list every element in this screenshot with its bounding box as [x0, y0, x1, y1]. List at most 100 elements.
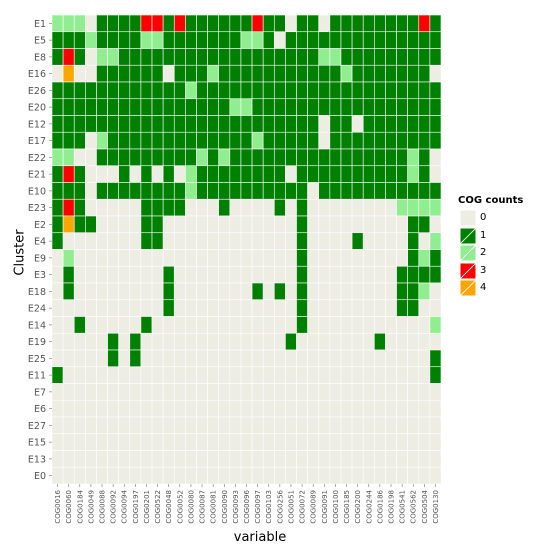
- heatmap-cell-E22-COG0016: [51, 148, 64, 167]
- heatmap-cell-E13-COG0081: [207, 450, 220, 468]
- heatmap-cell-E17-COG0185: [340, 131, 353, 150]
- heatmap-cell-E8-COG0186: [374, 48, 386, 66]
- heatmap-cell-E26-COG0198: [385, 81, 397, 100]
- heatmap-cell-E18-COG0562: [407, 282, 420, 301]
- heatmap-cell-E4-COG0051: [285, 232, 297, 250]
- heatmap-cell-E17-COG0087: [196, 131, 208, 150]
- heatmap-cell-E22-COG0200: [351, 148, 364, 167]
- heatmap-cell-E19-COG0016: [51, 332, 64, 351]
- heatmap-cell-E11-COG0184: [73, 366, 86, 384]
- heatmap-cell-E5-COG0186: [374, 31, 386, 49]
- heatmap-cell-E6-COG0184: [73, 399, 86, 418]
- heatmap-cell-E3-COG0051: [285, 265, 297, 284]
- heatmap-cell-E7-COG0091: [318, 383, 331, 401]
- heatmap-cell-E26-COG0094: [118, 81, 131, 100]
- x-tick-label: COG0072: [299, 490, 307, 524]
- heatmap-cell-E10-COG0096: [240, 182, 253, 200]
- heatmap-cell-E5-COG0089: [307, 31, 320, 49]
- heatmap-cell-E27-COG0089: [307, 416, 320, 435]
- heatmap-cell-E0-COG0090: [218, 466, 231, 485]
- heatmap-cell-E14-COG0185: [340, 316, 353, 334]
- heatmap-cell-E19-COG0522: [151, 332, 164, 351]
- y-tick-label: E26: [28, 86, 46, 97]
- heatmap-cell-E3-COG0080: [185, 265, 197, 284]
- heatmap-cell-E10-COG0049: [85, 182, 97, 200]
- heatmap-cell-E18-COG0097: [251, 282, 264, 301]
- heatmap-cell-E10-COG0244: [362, 182, 375, 200]
- heatmap-cell-E6-COG0186: [374, 399, 386, 418]
- heatmap-cell-E7-COG0130: [429, 383, 442, 401]
- heatmap-cell-E21-COG0088: [96, 165, 108, 183]
- heatmap-cell-E25-COG0197: [129, 349, 142, 368]
- heatmap-cell-E26-COG0184: [73, 81, 86, 100]
- heatmap-cell-E0-COG0060: [62, 466, 75, 485]
- heatmap-cell-E11-COG0201: [140, 366, 153, 384]
- heatmap-cell-E18-COG0090: [218, 282, 231, 301]
- heatmap-cell-E25-COG0256: [273, 349, 286, 368]
- heatmap-cell-E18-COG0094: [118, 282, 131, 301]
- heatmap-cell-E6-COG0090: [218, 399, 231, 418]
- heatmap-cell-E1-COG0091: [318, 14, 331, 33]
- heatmap-cell-E3-COG0048: [162, 265, 175, 284]
- heatmap-cell-E10-COG0103: [262, 182, 275, 200]
- heatmap-cell-E19-COG0244: [362, 332, 375, 351]
- heatmap-cell-E6-COG0049: [85, 399, 97, 418]
- heatmap-cell-E25-COG0200: [351, 349, 364, 368]
- heatmap-cell-E8-COG0072: [296, 48, 308, 66]
- y-tick-label: E14: [28, 320, 46, 331]
- heatmap-cell-E25-COG0562: [407, 349, 420, 368]
- heatmap-cell-E5-COG0185: [340, 31, 353, 49]
- heatmap-cell-E15-COG0016: [51, 433, 64, 451]
- heatmap-cell-E21-COG0186: [374, 165, 386, 183]
- heatmap-cell-E11-COG0103: [262, 366, 275, 384]
- heatmap-cell-E27-COG0130: [429, 416, 442, 435]
- heatmap-cell-E9-COG0090: [218, 249, 231, 267]
- heatmap-cell-E22-COG0186: [374, 148, 386, 167]
- heatmap-cell-E7-COG0052: [173, 383, 186, 401]
- heatmap-cell-E6-COG0201: [140, 399, 153, 418]
- heatmap-cell-E4-COG0080: [185, 232, 197, 250]
- heatmap-cell-E14-COG0522: [151, 316, 164, 334]
- heatmap-cell-E22-COG0051: [285, 148, 297, 167]
- heatmap-cell-E6-COG0198: [385, 399, 397, 418]
- heatmap-cell-E3-COG0185: [340, 265, 353, 284]
- heatmap-cell-E23-COG0184: [73, 198, 86, 217]
- heatmap-cell-E9-COG0130: [429, 249, 442, 267]
- heatmap-cell-E8-COG0089: [307, 48, 320, 66]
- heatmap-cell-E15-COG0090: [218, 433, 231, 451]
- heatmap-cell-E27-COG0200: [351, 416, 364, 435]
- heatmap-cell-E24-COG0562: [407, 299, 420, 317]
- heatmap-cell-E17-COG0103: [262, 131, 275, 150]
- heatmap-cell-E0-COG0198: [385, 466, 397, 485]
- heatmap-cell-E25-COG0080: [185, 349, 197, 368]
- heatmap-cell-E7-COG0186: [374, 383, 386, 401]
- heatmap-cells: [51, 14, 442, 485]
- heatmap-cell-E25-COG0185: [340, 349, 353, 368]
- heatmap-cell-E21-COG0049: [85, 165, 97, 183]
- heatmap-cell-E5-COG0522: [151, 31, 164, 49]
- heatmap-cell-E14-COG0081: [207, 316, 220, 334]
- heatmap-cell-E6-COG0088: [96, 399, 108, 418]
- x-tick-label: COG0016: [54, 489, 62, 523]
- heatmap-cell-E14-COG0016: [51, 316, 64, 334]
- heatmap-cell-E27-COG0087: [196, 416, 208, 435]
- heatmap-cell-E21-COG0562: [407, 165, 420, 183]
- heatmap-cell-E5-COG0048: [162, 31, 175, 49]
- heatmap-cell-E15-COG0060: [62, 433, 75, 451]
- heatmap-cell-E16-COG0130: [429, 64, 442, 83]
- heatmap-cell-E26-COG0504: [418, 81, 431, 100]
- heatmap-cell-E20-COG0048: [162, 98, 175, 116]
- heatmap-cell-E16-COG0089: [307, 64, 320, 83]
- heatmap-cell-E27-COG0092: [107, 416, 119, 435]
- heatmap-cell-E11-COG0522: [151, 366, 164, 384]
- heatmap-cell-E22-COG0081: [207, 148, 220, 167]
- heatmap-cell-E17-COG0081: [207, 131, 220, 150]
- heatmap-cell-E26-COG0049: [85, 81, 97, 100]
- heatmap-cell-E21-COG0130: [429, 165, 442, 183]
- heatmap-cell-E7-COG0185: [340, 383, 353, 401]
- heatmap-cell-E19-COG0130: [429, 332, 442, 351]
- heatmap-cell-E6-COG0080: [185, 399, 197, 418]
- heatmap-cell-E0-COG0186: [374, 466, 386, 485]
- heatmap-cell-E12-COG0541: [396, 115, 408, 133]
- heatmap-cell-E23-COG0504: [418, 198, 431, 217]
